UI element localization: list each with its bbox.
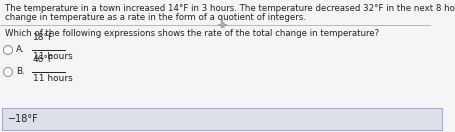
- Circle shape: [4, 67, 12, 77]
- Text: A.: A.: [16, 46, 25, 55]
- Text: −18°F: −18°F: [8, 114, 39, 124]
- Text: 11 hours: 11 hours: [33, 52, 73, 61]
- Text: The temperature in a town increased 14°F in 3 hours. The temperature decreased 3: The temperature in a town increased 14°F…: [5, 4, 455, 13]
- Text: 11 hours: 11 hours: [33, 74, 73, 83]
- FancyBboxPatch shape: [2, 108, 442, 130]
- Text: change in temperature as a rate in the form of a quotient of integers.: change in temperature as a rate in the f…: [5, 13, 306, 22]
- Text: 18°F: 18°F: [33, 33, 54, 42]
- Circle shape: [4, 46, 12, 55]
- Text: B.: B.: [16, 67, 25, 77]
- Text: 46°F: 46°F: [33, 55, 54, 64]
- Text: Which of the following expressions shows the rate of the total change in tempera: Which of the following expressions shows…: [5, 29, 379, 38]
